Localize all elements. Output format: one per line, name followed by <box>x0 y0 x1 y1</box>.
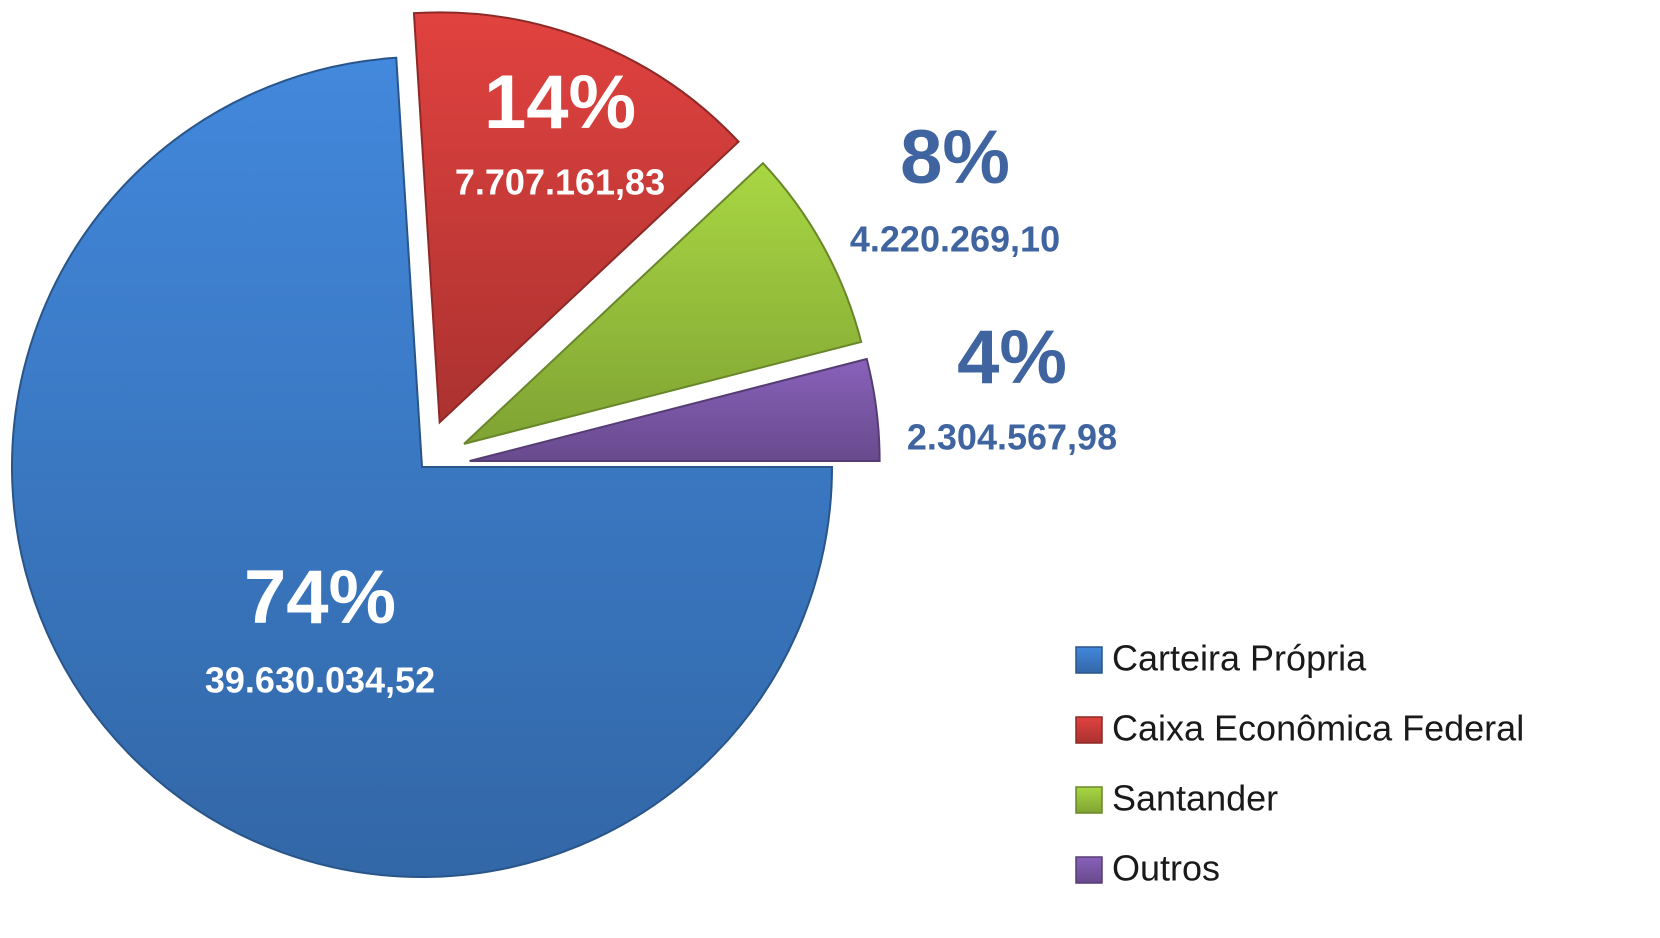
pie-slice <box>412 11 740 425</box>
legend-label: Outros <box>1112 848 1220 889</box>
value-label: 8% <box>900 115 1010 200</box>
value-label: 14% <box>484 60 636 145</box>
legend-label: Santander <box>1112 778 1278 819</box>
legend-swatch <box>1075 646 1103 674</box>
legend-swatch <box>1075 716 1103 744</box>
pie-slice <box>463 161 863 445</box>
value-label: 74% <box>244 555 396 640</box>
pie-slice <box>11 56 834 878</box>
amount-label: 39.630.034,52 <box>205 660 435 701</box>
amount-label: 7.707.161,83 <box>455 162 665 203</box>
legend-label: Caixa Econômica Federal <box>1112 708 1524 749</box>
amount-label: 4.220.269,10 <box>850 219 1060 260</box>
legend-swatch <box>1075 856 1103 884</box>
pie-slice <box>469 357 881 462</box>
value-label: 4% <box>957 315 1067 400</box>
legend-swatch <box>1075 786 1103 814</box>
legend-label: Carteira Própria <box>1112 638 1367 679</box>
amount-label: 2.304.567,98 <box>907 417 1117 458</box>
